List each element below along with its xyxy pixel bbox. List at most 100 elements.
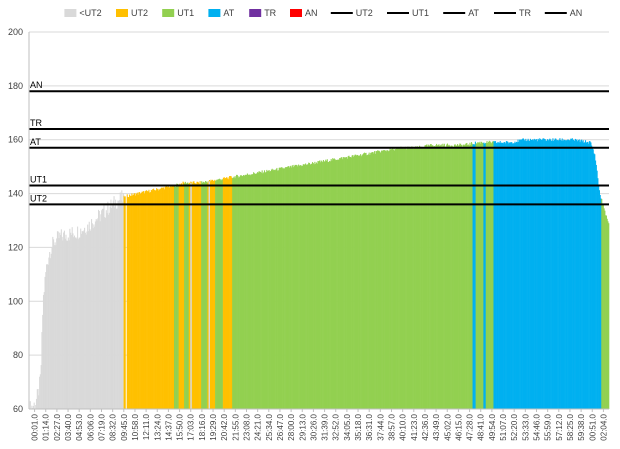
zone-segment-1-bar [136,193,138,409]
accent-segment-1-bar [190,183,192,409]
zone-segment-10-bar [291,167,293,409]
zone-segment-15-bar [524,140,526,410]
zone-segment-1-bar [141,191,143,409]
zone-segment-0-bar [53,239,55,409]
zone-segment-0-bar [46,264,48,409]
zone-segment-10-bar [392,149,394,410]
zone-segment-10-bar [408,146,410,409]
zone-segment-10-bar [292,167,294,409]
zone-segment-10-bar [350,157,352,409]
zone-segment-15-bar [495,141,497,410]
x-tick-label: 08:32.0 [109,413,118,440]
y-tick-label-60: 60 [13,404,23,414]
zone-segment-15-bar [552,138,554,409]
zone-segment-6-bar [203,182,205,409]
zone-segment-15-bar [521,139,523,410]
zone-segment-10-bar [466,142,468,410]
zone-segment-15-bar [510,142,512,409]
zone-segment-10-bar [438,144,440,409]
zone-segment-0-bar [115,199,117,409]
x-tick-label: 38:57.0 [388,413,397,440]
zone-segment-10-bar [277,170,279,409]
zone-segment-16-bar [602,204,604,409]
zone-segment-10-bar [423,147,425,409]
zone-segment-8-bar [222,179,224,409]
zone-segment-10-bar [422,147,424,409]
legend-entry-2: UT1 [162,8,194,18]
zone-segment-15-bar [526,140,528,410]
zone-segment-6-bar [202,181,204,409]
zone-segment-9-bar [224,178,226,409]
zone-segment-6-bar [201,182,203,409]
zone-segment-12-bar [479,141,481,410]
zone-segment-15-bar [596,170,598,409]
zone-segment-10-bar [331,160,333,409]
zone-segment-0-bar [36,389,38,409]
legend-swatch [162,9,175,17]
zone-segment-0-bar [110,199,112,409]
zone-segment-10-bar [277,170,279,409]
zone-segment-10-bar [407,146,409,410]
zone-segment-1-bar [172,186,174,409]
zone-segment-15-bar [506,141,508,409]
zone-segment-10-bar [368,152,370,410]
zone-segment-10-bar [322,159,324,409]
zone-segment-1-bar [148,189,150,409]
zone-segment-15-bar [515,142,517,410]
zone-segment-10-bar [447,145,449,409]
zone-segment-10-bar [448,144,450,410]
zone-segment-15-bar [543,138,545,409]
zone-segment-0-bar [109,206,111,409]
zone-segment-0-bar [55,245,57,409]
y-tick-label-200: 200 [8,27,23,37]
x-tick-label: 32:52.0 [332,413,341,440]
zone-segment-10-bar [322,162,324,409]
x-tick-label: 15:50.0 [176,413,185,440]
zone-segment-1-bar [171,184,173,409]
zone-segment-10-bar [310,163,312,409]
zone-segment-10-bar [422,147,424,409]
zone-segment-10-bar [285,167,287,409]
zone-segment-10-bar [453,146,455,409]
zone-segment-16-bar [604,210,606,409]
accent-segment-0-bar [124,197,126,409]
zone-segment-0-bar [58,238,60,409]
zone-segment-15-bar [554,138,556,410]
zone-segment-10-bar [252,174,254,409]
zone-segment-10-bar [249,174,251,409]
zone-segment-10-bar [354,154,356,409]
zone-segment-10-bar [395,148,397,409]
zone-segment-0-bar [69,228,71,409]
zone-segment-15-bar [535,139,537,409]
legend-swatch [249,9,262,17]
zone-segment-15-bar [500,142,502,409]
zone-segment-0-bar [100,214,102,409]
zone-segment-9-bar [225,178,227,409]
x-tick-label: 41:23.0 [410,413,419,440]
zone-segment-2-bar [175,186,177,409]
zone-segment-10-bar [446,144,448,410]
zone-segment-14-bar [488,141,490,410]
zone-segment-10-bar [441,146,443,409]
zone-segment-15-bar [531,140,533,409]
zone-segment-15-bar [566,140,568,409]
zone-segment-15-bar [530,139,532,409]
hr-bars [29,138,610,410]
zone-segment-10-bar [245,174,247,409]
zone-segment-10-bar [384,150,386,409]
x-tick-label: 37:44.0 [376,413,385,440]
zone-segment-1-bar [130,195,132,409]
zone-segment-15-bar [556,140,558,409]
zone-segment-10-bar [394,150,396,409]
zone-segment-0-bar [32,406,34,409]
x-tick-label: 29:13.0 [298,413,307,440]
zone-segment-10-bar [232,178,234,409]
zone-segment-15-bar [519,139,521,410]
zone-segment-8-bar [220,180,222,409]
x-tick-label: 03:40.0 [64,413,73,440]
zone-segment-15-bar [597,178,599,409]
zone-segment-10-bar [417,147,419,409]
zone-segment-15-bar [496,143,498,409]
zone-segment-15-bar [590,142,592,410]
